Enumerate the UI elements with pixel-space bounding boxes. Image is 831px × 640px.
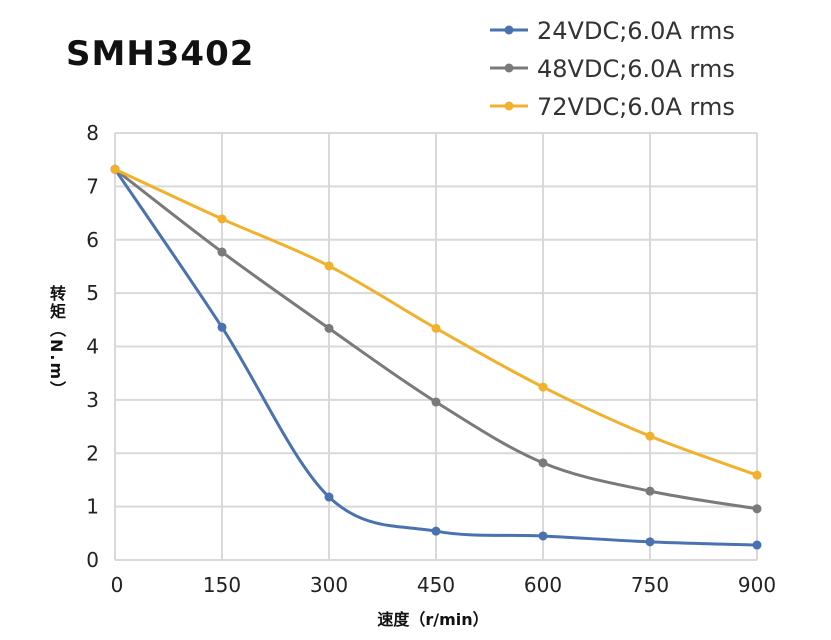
data-point bbox=[752, 504, 762, 514]
data-point bbox=[110, 164, 120, 174]
x-tick-label: 600 bbox=[524, 573, 562, 597]
legend-label: 72VDC;6.0A rms bbox=[537, 93, 735, 121]
y-tick-label: 7 bbox=[86, 174, 99, 198]
legend-marker bbox=[504, 101, 514, 111]
y-tick-label: 8 bbox=[86, 121, 99, 145]
data-point bbox=[538, 531, 548, 541]
data-point bbox=[217, 214, 227, 224]
y-tick-label: 5 bbox=[86, 281, 99, 305]
chart-title: SMH3402 bbox=[66, 34, 255, 74]
y-tick-label: 6 bbox=[86, 228, 99, 252]
x-axis-label: 速度（r/min） bbox=[377, 610, 489, 629]
y-tick-label: 0 bbox=[86, 548, 99, 572]
data-point bbox=[645, 537, 655, 547]
x-tick-label: 750 bbox=[631, 573, 669, 597]
data-point bbox=[752, 540, 762, 550]
data-point bbox=[217, 322, 227, 332]
data-point bbox=[645, 486, 655, 496]
data-point bbox=[431, 323, 441, 333]
x-tick-label: 900 bbox=[738, 573, 776, 597]
y-tick-label: 3 bbox=[86, 388, 99, 412]
legend-label: 24VDC;6.0A rms bbox=[537, 17, 735, 45]
data-point bbox=[324, 492, 334, 502]
y-tick-label: 1 bbox=[86, 495, 99, 519]
data-point bbox=[752, 470, 762, 480]
data-point bbox=[538, 458, 548, 468]
y-axis-label: 转矩（N.m） bbox=[47, 285, 66, 400]
x-tick-label: 0 bbox=[111, 573, 124, 597]
data-point bbox=[538, 382, 548, 392]
legend-label: 48VDC;6.0A rms bbox=[537, 55, 735, 83]
x-tick-label: 450 bbox=[417, 573, 455, 597]
legend-marker bbox=[504, 63, 514, 73]
x-tick-label: 150 bbox=[203, 573, 241, 597]
data-point bbox=[217, 247, 227, 257]
data-point bbox=[324, 261, 334, 271]
data-point bbox=[431, 397, 441, 407]
x-tick-label: 300 bbox=[310, 573, 348, 597]
data-point bbox=[645, 431, 655, 441]
data-point bbox=[324, 323, 334, 333]
y-tick-label: 4 bbox=[86, 335, 99, 359]
legend-marker bbox=[504, 25, 514, 35]
data-point bbox=[431, 526, 441, 536]
y-tick-label: 2 bbox=[86, 441, 99, 465]
